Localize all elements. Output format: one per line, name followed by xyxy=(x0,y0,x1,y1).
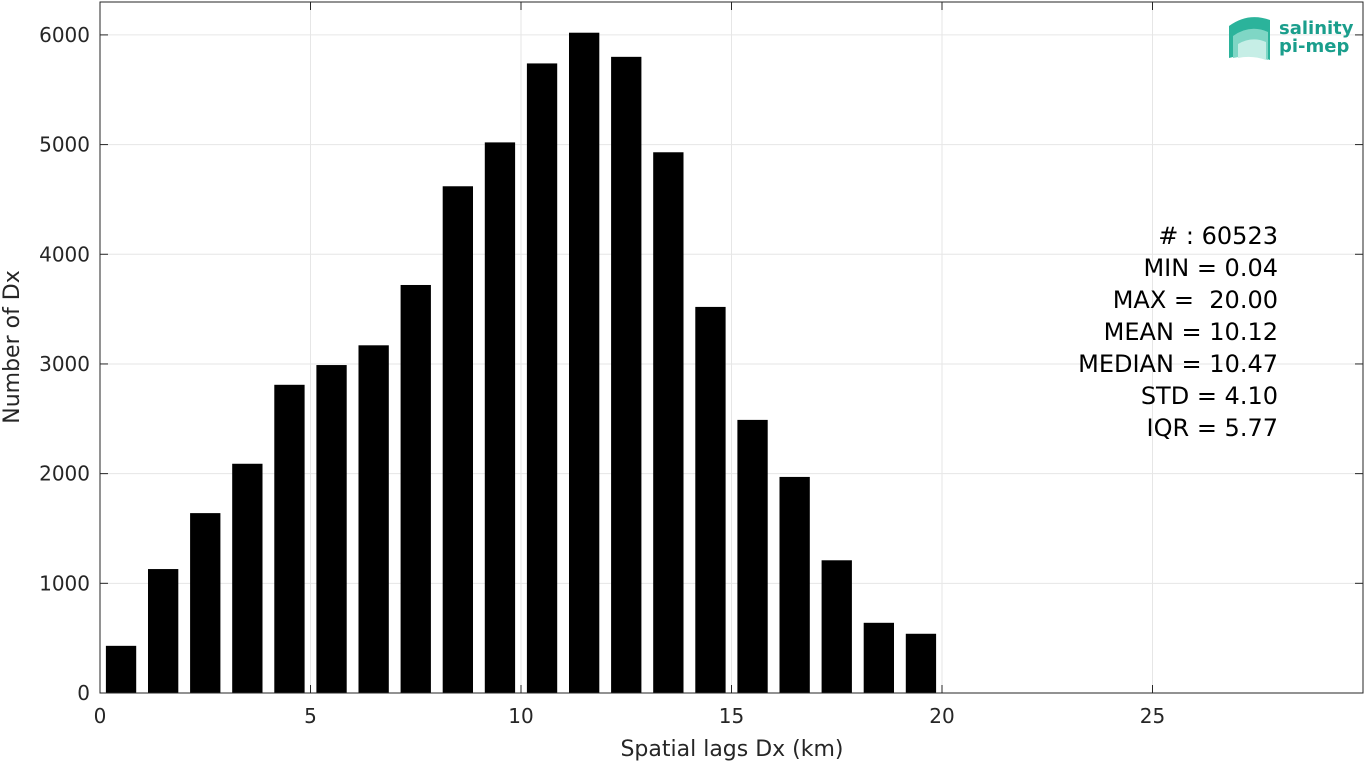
y-tick-label: 2000 xyxy=(39,462,90,486)
y-tick-label: 5000 xyxy=(39,133,90,157)
y-tick-label: 6000 xyxy=(39,23,90,47)
stats-annotation: # : 60523 MIN = 0.04 MAX = 20.00 MEAN = 10.… xyxy=(1078,222,1278,442)
y-tick-label: 0 xyxy=(77,681,90,705)
histogram-bar xyxy=(611,56,642,694)
x-tick-label: 15 xyxy=(719,704,744,728)
x-axis: 0 5 10 15 20 25 xyxy=(94,2,1165,728)
histogram-bar xyxy=(232,463,263,693)
histogram-bar xyxy=(147,569,179,693)
x-tick-label: 20 xyxy=(929,704,954,728)
y-tick-label: 4000 xyxy=(39,242,90,266)
y-tick-label: 1000 xyxy=(39,571,90,595)
x-axis-title: Spatial lags Dx (km) xyxy=(620,737,843,762)
wave-icon xyxy=(1229,17,1270,60)
y-tick-label: 3000 xyxy=(39,352,90,376)
stats-line: STD = 4.10 xyxy=(1141,382,1278,410)
stats-line: MEAN = 10.12 xyxy=(1104,318,1278,346)
bars xyxy=(105,32,937,694)
histogram-bar xyxy=(358,345,389,693)
histogram-bar xyxy=(568,32,600,693)
histogram-bar xyxy=(653,152,684,693)
histogram-bar xyxy=(316,365,347,693)
x-tick-label: 5 xyxy=(304,704,317,728)
stats-line: MIN = 0.04 xyxy=(1143,254,1278,282)
histogram-bar xyxy=(190,513,221,693)
histogram-bar xyxy=(400,284,431,693)
x-tick-label: 10 xyxy=(508,704,533,728)
histogram-bar xyxy=(905,633,937,693)
histogram-bar xyxy=(863,622,895,693)
x-tick-label: 25 xyxy=(1140,704,1165,728)
histogram-bar xyxy=(695,306,726,693)
stats-line: # : 60523 xyxy=(1158,222,1278,250)
histogram-bar xyxy=(737,419,768,693)
logo-line2: pi-mep xyxy=(1279,36,1349,57)
stats-line: IQR = 5.77 xyxy=(1147,414,1278,442)
x-tick-label: 0 xyxy=(94,704,107,728)
y-axis: 0 1000 2000 3000 4000 5000 6000 xyxy=(39,23,1363,705)
histogram-bar xyxy=(442,186,474,693)
histogram-bar xyxy=(274,384,305,693)
histogram-bar xyxy=(821,560,852,693)
histogram-bar xyxy=(779,476,810,693)
grid-lines xyxy=(99,2,1363,694)
y-axis-title: Number of Dx xyxy=(0,270,25,424)
histogram-bar xyxy=(484,142,516,693)
stats-line: MEDIAN = 10.47 xyxy=(1078,350,1278,378)
logo-line1: salinity xyxy=(1279,18,1354,39)
histogram-bar xyxy=(105,645,137,693)
stats-line: MAX = 20.00 xyxy=(1113,286,1278,314)
salinity-pi-mep-logo: salinity pi-mep xyxy=(1229,17,1354,60)
histogram-bar xyxy=(526,63,558,693)
